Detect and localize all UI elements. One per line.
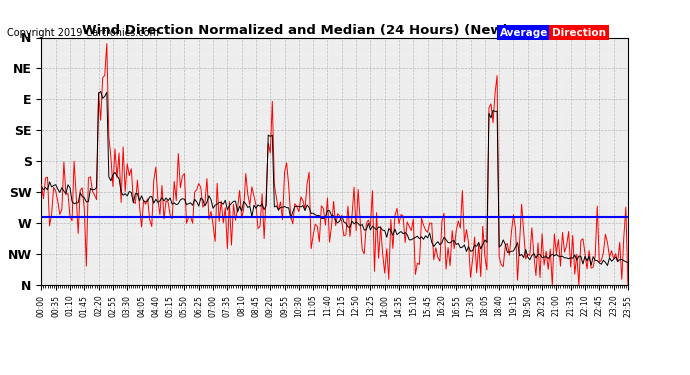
Text: Copyright 2019 Cartronics.com: Copyright 2019 Cartronics.com [7,28,159,38]
Text: Average: Average [500,28,549,38]
Title: Wind Direction Normalized and Median (24 Hours) (New) 20190204: Wind Direction Normalized and Median (24… [82,24,587,38]
Text: Direction: Direction [552,28,606,38]
